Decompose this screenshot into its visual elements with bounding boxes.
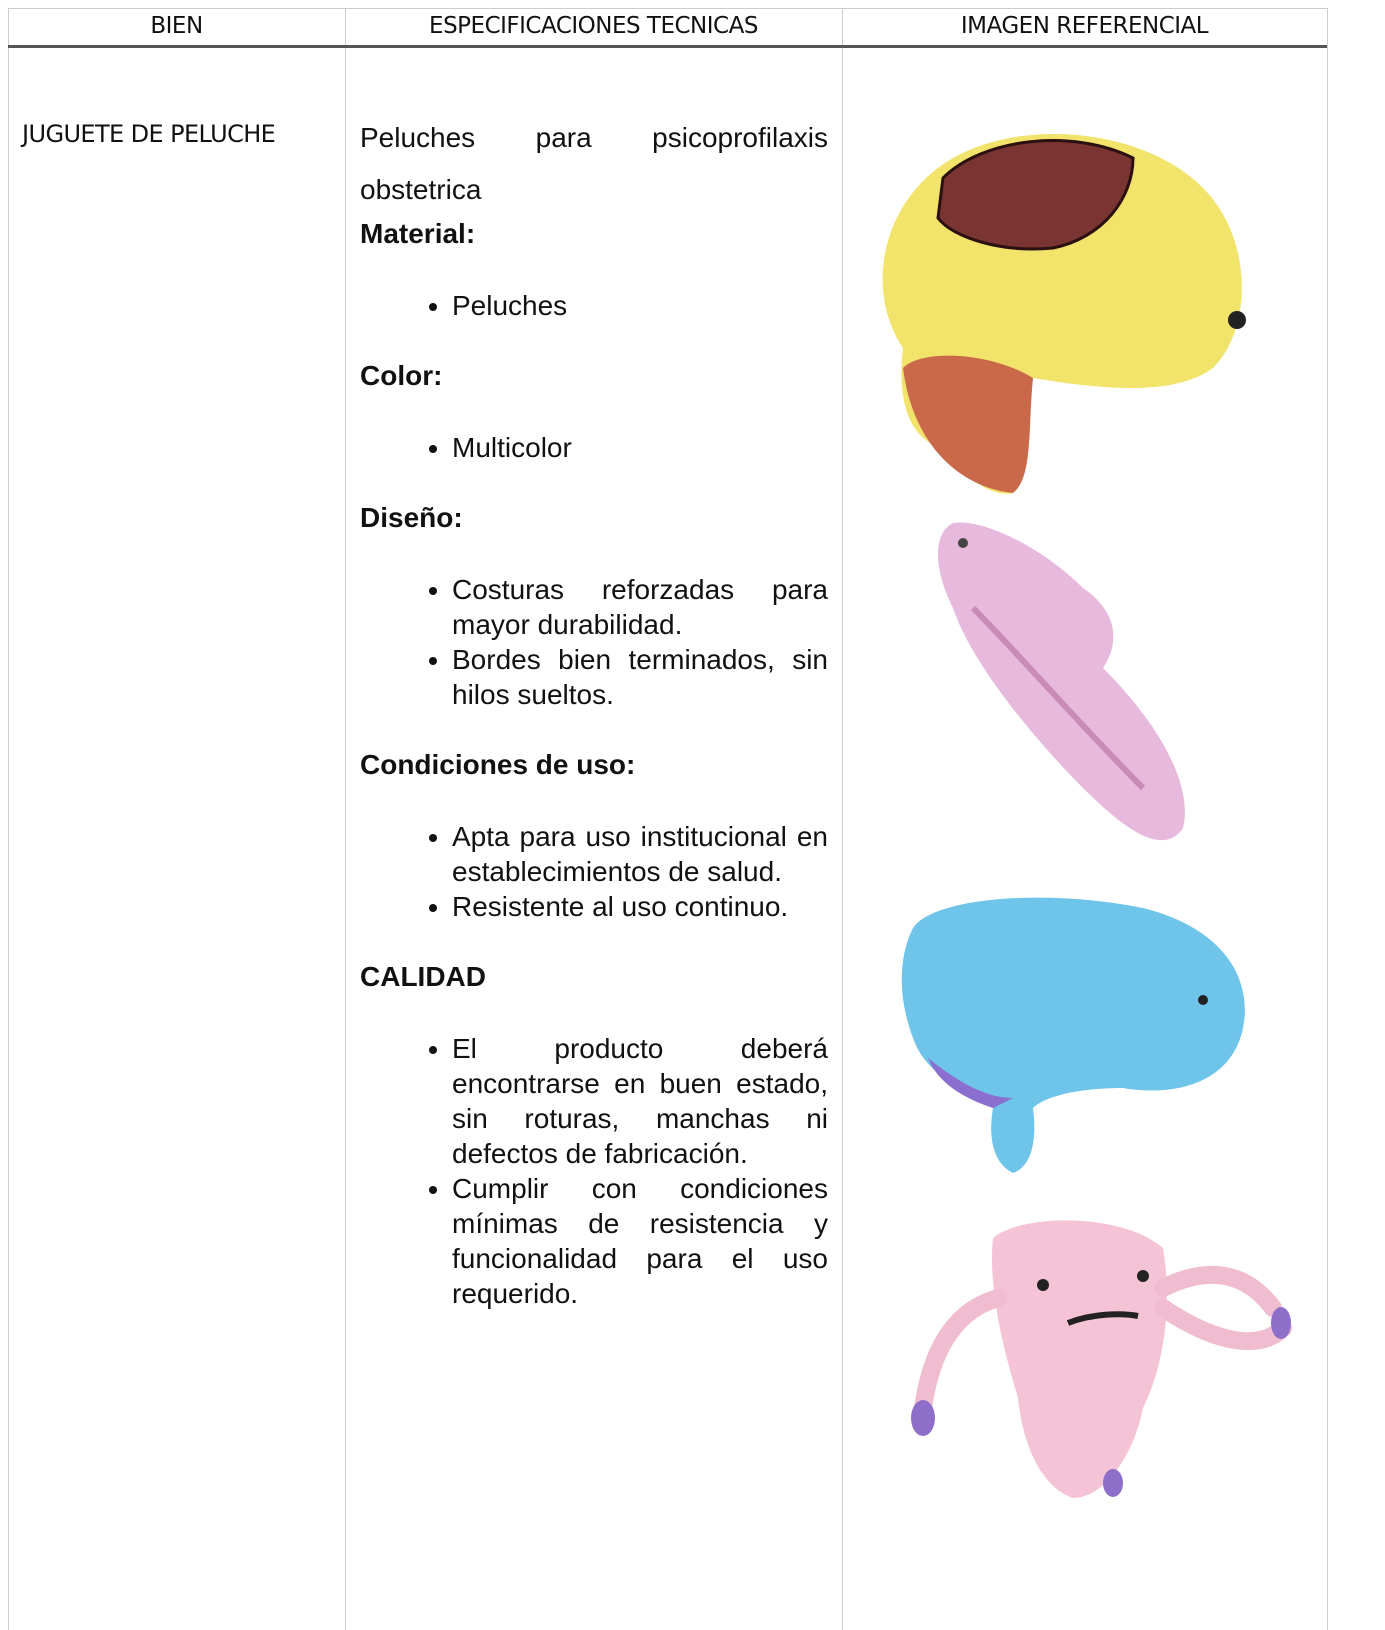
intro: Peluches para psicoprofilaxis obstetrica (360, 122, 828, 205)
bullet-list: Apta para uso institucional en estableci… (360, 819, 828, 924)
bullet-list: Costuras reforzadas para mayor durabilid… (360, 572, 828, 712)
bullet-list: Peluches (360, 288, 828, 323)
specifications: Peluches para psicoprofilaxis obstetrica… (360, 112, 828, 1346)
header-cell: IMAGEN REFERENCIAL (960, 13, 1209, 39)
bullet-list: El producto deberá encontrarse en buen e… (360, 1031, 828, 1311)
table-border (8, 8, 1327, 9)
bullet-item: Resistente al uso continuo. (452, 889, 828, 924)
bullet-item: Bordes bien terminados, sin hilos suelto… (452, 642, 828, 712)
section-heading: Condiciones de uso: (360, 749, 636, 780)
item-name: JUGUETE DE PELUCHE (22, 120, 276, 148)
header-cell: BIEN (150, 13, 203, 39)
header-rule (8, 45, 1327, 48)
plush-pink-1 (938, 522, 1185, 841)
column-border (345, 8, 346, 1630)
bullet-list: Multicolor (360, 430, 828, 465)
column-border (842, 8, 843, 1630)
reference-images (882, 134, 1292, 1498)
brain-plush-yellow (882, 134, 1246, 494)
bullet-item: El producto deberá encontrarse en buen e… (452, 1031, 828, 1171)
bullet-item: Cumplir con condiciones mínimas de resis… (452, 1171, 828, 1311)
uterus-plush (911, 1220, 1292, 1498)
bullet-item: Costuras reforzadas para mayor durabilid… (452, 572, 828, 642)
section-heading: Diseño: (360, 502, 463, 533)
section-heading: CALIDAD (360, 961, 486, 992)
bullet-item: Peluches (452, 288, 828, 323)
bullet-item: Multicolor (452, 430, 828, 465)
brain-plush-blue (901, 897, 1245, 1173)
header-cell: ESPECIFICACIONES TECNICAS (429, 13, 758, 39)
section-heading: Material: (360, 218, 476, 249)
column-border (1327, 8, 1328, 1630)
column-border (8, 8, 9, 1630)
section-heading: Color: (360, 360, 443, 391)
bullet-item: Apta para uso institucional en estableci… (452, 819, 828, 889)
